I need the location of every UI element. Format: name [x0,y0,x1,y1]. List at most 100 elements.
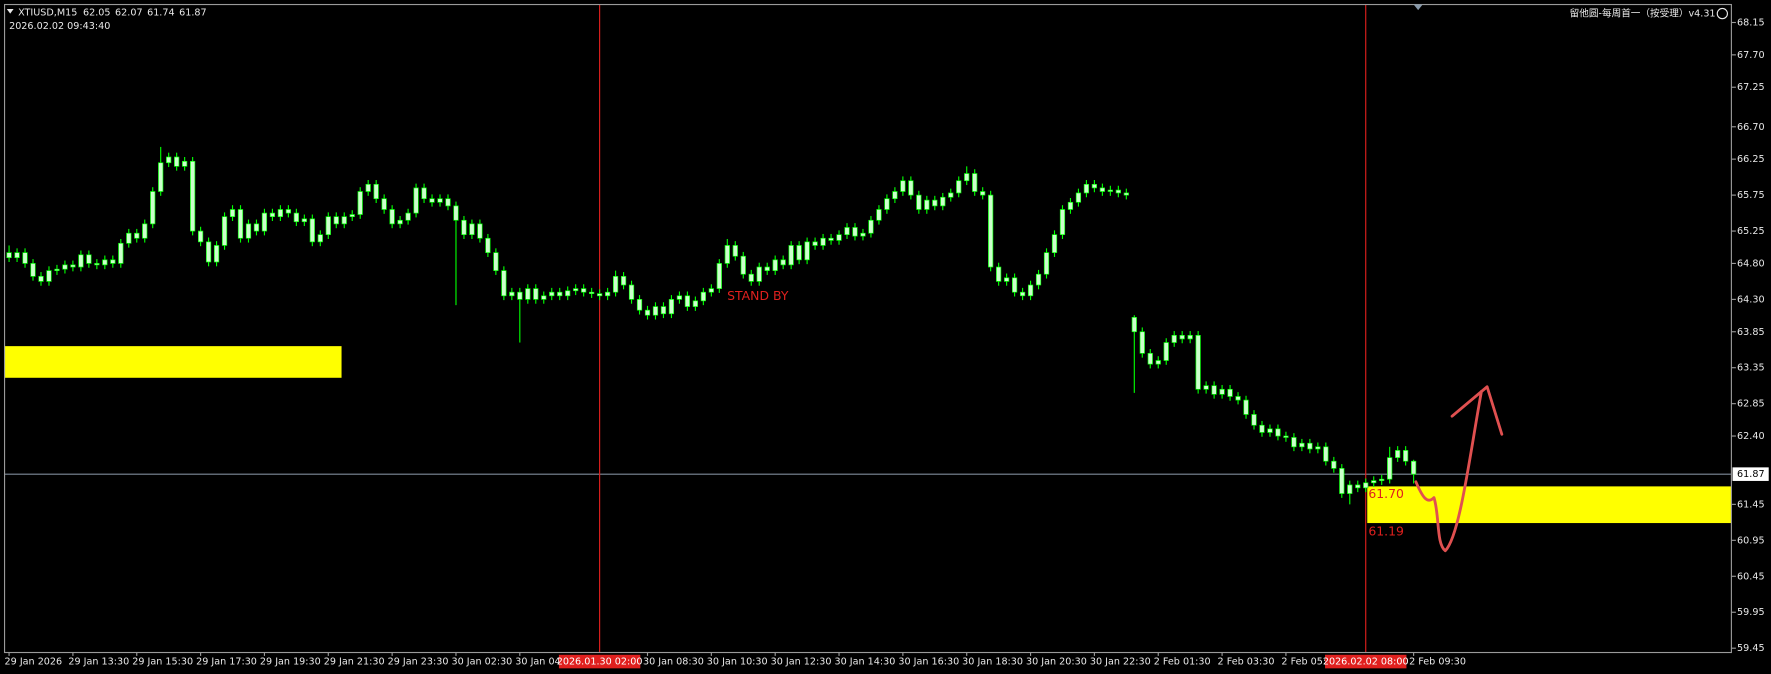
candle-body [1403,450,1409,462]
indicator-name: 留他圆-每周首一（按受理）v4.31 [1570,8,1716,20]
candle-body [126,232,132,244]
header-line: XTIUSD,M15 62.05 62.07 61.74 61.87 [18,7,207,18]
candle-body [533,288,539,300]
candle-body [261,212,268,232]
candle-body [317,234,323,243]
candle-body [644,309,651,316]
x-tick-label: 30 Jan 04:30 [515,657,576,668]
candle-body [46,270,52,282]
candle-body [541,295,547,300]
candle-body [620,276,627,286]
candle-body [1323,446,1329,462]
high-price: 62.07 [115,7,143,18]
server-time: 2026.02.02 09:43:40 [9,21,110,32]
candle-body [30,263,36,277]
close-price: 61.87 [179,7,207,18]
candle-body [1163,342,1169,361]
candle-body [1371,480,1377,484]
marker-label-box [1325,654,1407,669]
candle-body [517,291,523,300]
candle-body [876,209,882,221]
candle-body [1083,183,1090,194]
candle-body [341,216,347,225]
annotation: STAND BY [727,288,789,303]
zone-top-label: 61.70 [1368,486,1404,501]
candle-body [628,284,635,300]
bid-label-box [1732,467,1769,481]
candle-body [1035,273,1042,286]
candle-body [357,191,363,215]
candle-body [198,230,204,243]
candle-body [477,223,483,239]
candle-body [1235,396,1241,401]
candle-body [764,266,770,271]
candle-body [940,196,946,207]
candle-body [796,245,802,261]
candle-body [1299,442,1305,448]
candle-body [676,295,683,300]
x-tick-label: 2 Feb 05:30 [1281,657,1338,668]
x-tick-label: 30 Jan 12:30 [771,657,832,668]
candle-body [1067,201,1074,210]
candle-body [1004,277,1010,282]
candle-body [597,293,603,297]
candle-body [509,291,515,297]
candle-body [373,183,379,200]
candle-body [557,291,563,297]
candle-body [229,209,236,218]
candle-body [724,245,730,264]
candle-body [1187,335,1193,340]
candle-body [349,214,355,218]
candle-body [756,266,762,282]
x-tick-label: 30 Jan 18:30 [962,657,1023,668]
candle-body [1227,388,1233,397]
candle-body [964,173,970,182]
candle-body [1115,189,1121,194]
candle-body [62,264,68,270]
candle-body [1379,478,1385,481]
candle-body [405,212,411,221]
candle-body [668,299,675,315]
candle-body [94,263,100,266]
candle-body [389,209,395,225]
y-tick-label: 64.30 [1737,294,1765,305]
y-tick-label: 67.70 [1737,50,1765,61]
candle-body [589,291,595,294]
candle-body [892,191,898,200]
candle-body [1147,352,1153,365]
candle-body [1395,450,1401,458]
x-tick-label: 29 Jan 21:30 [324,657,385,668]
candle-body [924,199,930,210]
candle-body [972,173,978,192]
candle-body [1179,335,1185,340]
candle-body [652,306,659,316]
candle-body [213,245,220,263]
x-tick-label: 29 Jan 15:30 [132,657,193,668]
candle-body [78,254,84,268]
candle-body [836,234,842,241]
candle-body [948,192,954,198]
candle-body [237,209,244,239]
candle-body [1363,482,1369,489]
candle-body [182,160,188,167]
candle-body [1043,252,1050,275]
candle-body [365,183,371,192]
candle-body [205,241,212,263]
y-tick-label: 65.75 [1737,190,1765,201]
x-tick-label: 2 Feb 09:30 [1409,657,1466,668]
candle-body [732,245,738,257]
shift-marker [1413,4,1423,11]
candle-body [1011,277,1018,293]
candle-body [142,223,148,239]
y-tick-label: 63.85 [1737,327,1765,338]
candle-body [604,291,611,297]
candle-body [1139,331,1145,354]
candle-body [772,259,778,271]
candle-body [110,259,116,264]
candle-body [54,268,60,271]
indicator-icon[interactable] [1716,7,1728,20]
x-tick-label: 30 Jan 14:30 [835,657,896,668]
candle-body [581,288,587,293]
